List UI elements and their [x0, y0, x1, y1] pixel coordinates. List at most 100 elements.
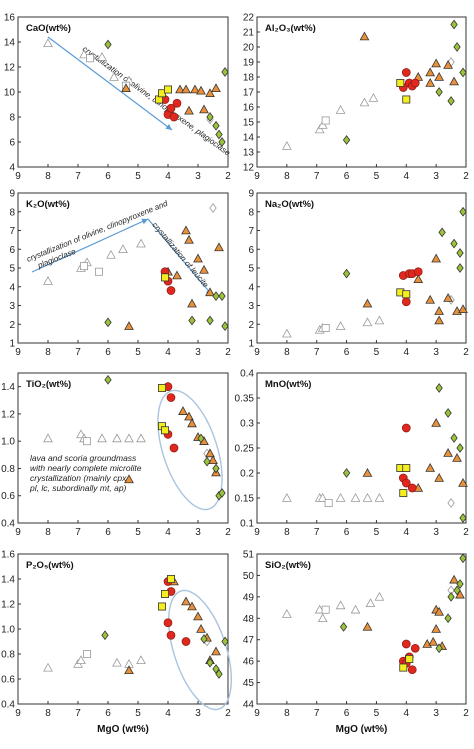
y-tick-label: 17	[243, 88, 255, 99]
x-tick-label: 9	[15, 527, 21, 538]
x-tick-label: 5	[374, 527, 380, 538]
data-point-orange-triangle	[362, 298, 373, 308]
data-point-orange-triangle	[199, 264, 209, 274]
data-point-red-circle	[166, 630, 176, 640]
data-point-green-diamond	[104, 374, 112, 385]
data-point-open-square	[80, 262, 88, 271]
trend-arrow-1	[31, 218, 149, 273]
data-point-open-triangle	[317, 119, 328, 129]
data-point-green-diamond	[215, 669, 223, 679]
data-point-yellow-square	[164, 85, 172, 94]
data-point-green-diamond	[104, 39, 112, 50]
x-tick-label: 6	[344, 347, 350, 358]
data-point-red-circle	[166, 286, 176, 295]
data-point-green-diamond	[203, 456, 211, 467]
data-point-orange-triangle	[175, 84, 185, 94]
y-tick-label: 1	[9, 339, 15, 350]
data-point-open-diamond	[447, 498, 455, 508]
data-point-red-circle	[166, 103, 176, 113]
data-point-orange-triangle	[449, 574, 459, 584]
data-point-orange-triangle	[181, 84, 191, 94]
data-point-open-triangle	[374, 591, 385, 601]
data-point-red-circle	[401, 423, 411, 433]
x-tick-label: 5	[135, 527, 141, 538]
x-tick-label: 6	[105, 527, 111, 538]
x-tick-label: 2	[225, 347, 231, 358]
data-point-orange-triangle	[187, 418, 197, 428]
y-tick-label: 14	[243, 133, 255, 144]
data-point-green-diamond	[206, 315, 214, 326]
groundmass-note-line: lava and scoria groundmass	[30, 453, 137, 463]
x-tick-label: 8	[284, 347, 290, 358]
y-tick-label: 0.4	[1, 519, 15, 530]
plot-area-frame	[256, 192, 467, 344]
data-point-green-diamond	[104, 317, 112, 328]
y-tick-label: 9	[9, 189, 15, 200]
data-point-open-triangle	[124, 433, 134, 443]
data-point-orange-triangle	[362, 621, 373, 631]
data-point-green-diamond	[450, 238, 458, 249]
data-point-open-triangle	[112, 433, 122, 443]
x-tick-label: 5	[135, 347, 141, 358]
y-tick-label: 12	[243, 163, 255, 174]
panel-title: Na₂O(wt%)	[265, 199, 314, 210]
y-tick-label: 1.2	[1, 409, 15, 420]
x-tick-label: 9	[254, 347, 260, 358]
x-tick-label: 6	[344, 708, 350, 719]
data-point-orange-triangle	[124, 321, 134, 330]
panel-title: SiO₂(wt%)	[265, 560, 311, 571]
panel-title: Al₂O₃(wt%)	[265, 23, 316, 34]
data-point-open-diamond	[209, 203, 217, 213]
data-point-open-triangle	[118, 244, 128, 254]
data-point-green-diamond	[212, 120, 220, 131]
x-tick-label: 4	[404, 171, 410, 182]
data-point-red-circle	[410, 643, 420, 653]
panel-mno: 0.1 0.15 0.2 0.25 0.3 0.35 0.4 9 8 7 6 5 4 3 2 MnO(wt%)	[235, 369, 470, 539]
y-tick-label: 46	[243, 657, 255, 668]
data-point-open-triangle	[314, 124, 325, 134]
x-tick-label: 6	[344, 171, 350, 182]
data-point-orange-triangle	[434, 606, 445, 616]
data-point-open-triangle	[281, 492, 292, 502]
x-tick-label: 6	[105, 708, 111, 719]
data-point-orange-triangle	[431, 58, 442, 68]
data-point-open-triangle	[281, 608, 292, 618]
grouping-ellipse	[157, 389, 223, 511]
groundmass-note: lava and scoria groundmass with nearly co…	[29, 453, 142, 493]
data-point-orange-triangle	[431, 623, 442, 633]
data-point-open-square	[95, 267, 103, 276]
panel-title: TiO₂(wt%)	[26, 379, 71, 390]
data-point-open-triangle	[97, 433, 107, 443]
data-point-green-diamond	[218, 488, 226, 498]
x-tick-label: 3	[433, 708, 439, 719]
data-point-open-triangle	[136, 655, 146, 665]
panel-sio2: 44 45 46 47 48 49 50 51 9 8 7 6 5 4 3 2 SiO₂(wt%) MgO (wt…	[243, 550, 469, 736]
plot-area-frame	[17, 372, 229, 524]
data-point-orange-triangle	[431, 417, 442, 427]
y-tick-label: 20	[243, 43, 255, 54]
data-point-orange-triangle	[172, 270, 182, 280]
panel-tio2: 0.4 0.6 0.8 1.0 1.2 1.4 9 8 7 6 5 4 3 2 TiO₂(wt%) lava …	[1, 372, 231, 538]
data-point-red-circle	[181, 637, 191, 646]
x-tick-label: 2	[463, 347, 469, 358]
data-point-green-diamond	[459, 67, 467, 78]
data-point-green-diamond	[218, 291, 226, 301]
data-point-open-triangle	[350, 492, 361, 502]
y-tick-label: 0.6	[1, 675, 15, 686]
data-point-open-square	[83, 650, 91, 658]
data-point-red-circle	[401, 68, 411, 77]
y-tick-label: 50	[243, 571, 255, 582]
data-point-orange-triangle	[359, 31, 370, 41]
y-tick-label: 0.4	[1, 700, 15, 711]
x-tick-label: 4	[404, 527, 410, 538]
y-tick-label: 2	[248, 320, 254, 331]
data-point-red-circle	[169, 443, 179, 453]
data-point-yellow-square	[399, 663, 408, 672]
x-tick-label: 4	[165, 171, 171, 182]
y-tick-label: 0.8	[1, 650, 15, 661]
data-point-open-triangle	[136, 238, 146, 248]
data-point-open-triangle	[112, 657, 122, 667]
data-point-open-triangle	[109, 71, 119, 81]
data-point-red-circle	[407, 665, 417, 675]
y-tick-label: 49	[243, 592, 255, 603]
